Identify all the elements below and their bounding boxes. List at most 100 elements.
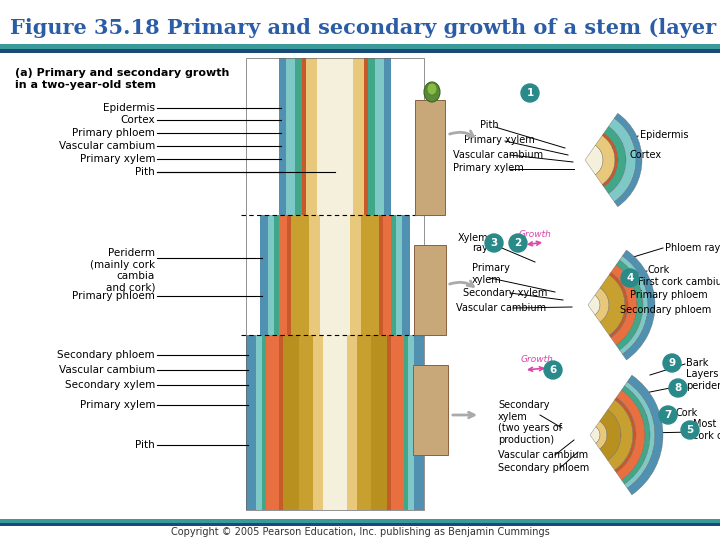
- Bar: [295, 58, 302, 215]
- Wedge shape: [602, 133, 618, 187]
- Bar: [0, 519, 720, 523]
- Bar: [309, 215, 320, 335]
- Circle shape: [521, 84, 539, 102]
- Bar: [286, 58, 295, 215]
- Text: Secondary phloem: Secondary phloem: [58, 350, 155, 360]
- Text: Vascular cambium: Vascular cambium: [456, 303, 546, 313]
- Bar: [287, 215, 291, 335]
- Text: Growth: Growth: [521, 355, 554, 364]
- Text: Most recent
cork cambium: Most recent cork cambium: [693, 419, 720, 441]
- Text: 4: 4: [626, 273, 634, 283]
- Ellipse shape: [427, 83, 437, 95]
- Bar: [396, 215, 402, 335]
- Bar: [368, 58, 375, 215]
- Text: Primary phloem: Primary phloem: [630, 290, 708, 300]
- Bar: [0, 44, 720, 49]
- Bar: [256, 335, 262, 510]
- Bar: [383, 215, 391, 335]
- Bar: [306, 58, 317, 215]
- Bar: [361, 215, 379, 335]
- Text: Secondary xylem: Secondary xylem: [463, 288, 547, 298]
- Text: 1: 1: [526, 88, 534, 98]
- Text: Primary phloem: Primary phloem: [72, 291, 155, 301]
- Wedge shape: [614, 113, 642, 207]
- Text: Xylem: Xylem: [457, 233, 488, 243]
- Text: Primary xylem: Primary xylem: [79, 154, 155, 164]
- Text: Primary xylem: Primary xylem: [453, 163, 523, 173]
- Bar: [299, 335, 313, 510]
- Text: Primary phloem: Primary phloem: [72, 128, 155, 138]
- Wedge shape: [604, 126, 626, 193]
- Circle shape: [669, 379, 687, 397]
- Text: Growth: Growth: [518, 230, 552, 239]
- Bar: [283, 335, 299, 510]
- Bar: [379, 215, 383, 335]
- Wedge shape: [611, 265, 637, 345]
- Bar: [415, 100, 445, 215]
- Text: Cork: Cork: [648, 265, 670, 275]
- Text: 5: 5: [686, 425, 693, 435]
- Bar: [279, 335, 283, 510]
- Wedge shape: [609, 272, 628, 338]
- Wedge shape: [621, 386, 650, 484]
- Text: Epidermis: Epidermis: [103, 103, 155, 113]
- Text: Pith: Pith: [135, 167, 155, 177]
- Text: Layers of
periderm: Layers of periderm: [686, 369, 720, 391]
- Wedge shape: [600, 275, 625, 335]
- Text: Epidermis: Epidermis: [640, 130, 688, 140]
- Wedge shape: [600, 410, 621, 461]
- Wedge shape: [608, 118, 636, 202]
- Wedge shape: [624, 382, 655, 488]
- Bar: [262, 335, 266, 510]
- Wedge shape: [595, 136, 615, 185]
- Circle shape: [485, 234, 503, 252]
- Bar: [414, 335, 424, 510]
- Text: in a two-year-old stem: in a two-year-old stem: [15, 80, 156, 90]
- Text: Cork: Cork: [675, 408, 697, 418]
- Text: Secondary phloem: Secondary phloem: [498, 463, 589, 473]
- Bar: [408, 335, 414, 510]
- Bar: [323, 335, 347, 510]
- Text: Cortex: Cortex: [120, 115, 155, 125]
- Bar: [402, 215, 410, 335]
- Text: Vascular cambium: Vascular cambium: [59, 365, 155, 375]
- Wedge shape: [595, 288, 609, 322]
- Circle shape: [681, 421, 699, 439]
- Bar: [350, 215, 361, 335]
- Bar: [320, 215, 350, 335]
- Wedge shape: [588, 295, 600, 315]
- Text: Secondary xylem: Secondary xylem: [65, 380, 155, 390]
- Bar: [371, 335, 387, 510]
- Bar: [387, 335, 391, 510]
- Wedge shape: [616, 260, 643, 350]
- Text: 8: 8: [675, 383, 682, 393]
- Bar: [273, 335, 279, 510]
- Bar: [260, 215, 268, 335]
- Text: Secondary
xylem
(two years of
production): Secondary xylem (two years of production…: [498, 400, 562, 445]
- Bar: [375, 58, 384, 215]
- Wedge shape: [616, 390, 645, 480]
- Bar: [391, 215, 396, 335]
- Bar: [413, 365, 448, 455]
- Wedge shape: [608, 400, 633, 470]
- Text: 3: 3: [490, 238, 498, 248]
- Wedge shape: [622, 250, 655, 360]
- Circle shape: [663, 354, 681, 372]
- Bar: [347, 335, 357, 510]
- Wedge shape: [619, 256, 648, 354]
- Bar: [268, 215, 274, 335]
- Text: Primary
xylem: Primary xylem: [472, 263, 510, 285]
- Bar: [404, 335, 408, 510]
- Bar: [291, 215, 309, 335]
- Bar: [317, 58, 353, 215]
- Text: Copyright © 2005 Pearson Education, Inc. publishing as Benjamin Cummings: Copyright © 2005 Pearson Education, Inc.…: [171, 527, 549, 537]
- Circle shape: [659, 406, 677, 424]
- Bar: [266, 335, 273, 510]
- Bar: [279, 215, 287, 335]
- Circle shape: [509, 234, 527, 252]
- Text: Phloem ray: Phloem ray: [665, 243, 720, 253]
- Wedge shape: [585, 145, 603, 175]
- Bar: [246, 58, 424, 510]
- Text: First cork cambium: First cork cambium: [638, 277, 720, 287]
- Text: Bark: Bark: [686, 358, 708, 368]
